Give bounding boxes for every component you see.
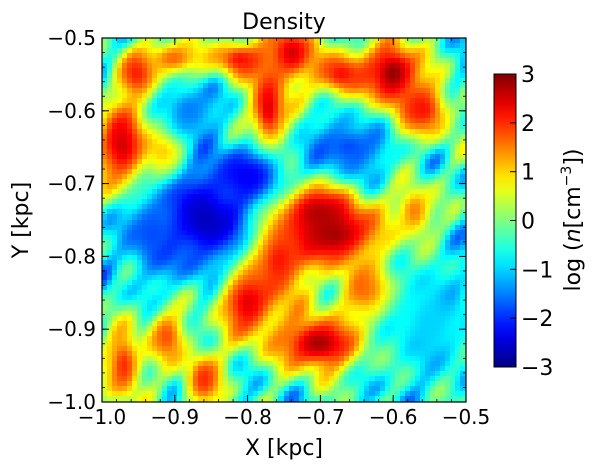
x-tick-label: −0.5 bbox=[442, 405, 491, 429]
x-tick-label: −0.6 bbox=[369, 405, 418, 429]
y-tick-label: −0.6 bbox=[47, 99, 96, 123]
y-tick-label: −1.0 bbox=[47, 390, 96, 414]
colorbar-tick-label: −3 bbox=[521, 356, 553, 381]
heatmap-image-container bbox=[102, 38, 466, 402]
chart-title: Density bbox=[242, 10, 326, 35]
colorbar-gradient bbox=[494, 74, 516, 367]
colorbar-label-close: ]) bbox=[561, 149, 586, 166]
colorbar-tick-label: 0 bbox=[521, 210, 535, 235]
y-axis-label: Y [kpc] bbox=[9, 182, 34, 259]
colorbar-tick-label: −1 bbox=[521, 258, 553, 283]
y-tick-label: −0.7 bbox=[47, 172, 96, 196]
x-axis-ticks: −1.0 −0.9 −0.8 −0.7 −0.6 −0.5 bbox=[78, 38, 491, 429]
colorbar-tick-label: −2 bbox=[521, 307, 553, 332]
x-tick-label: −0.8 bbox=[223, 405, 272, 429]
y-axis-ticks: −1.0 −0.9 −0.8 −0.7 −0.6 −0.5 bbox=[47, 26, 466, 414]
x-tick-label: −0.7 bbox=[296, 405, 345, 429]
x-tick-label: −0.9 bbox=[151, 405, 200, 429]
plot-area: −1.0 −0.9 −0.8 −0.7 −0.6 −0.5 −1.0 −0.9 −0.8 −0.… bbox=[47, 26, 490, 429]
x-axis-label: X [kpc] bbox=[245, 436, 323, 461]
y-tick-label: −0.9 bbox=[47, 317, 96, 341]
x-tick-label: −1.0 bbox=[78, 405, 127, 429]
colorbar-tick-label: 3 bbox=[521, 63, 535, 88]
plot-frame bbox=[101, 37, 467, 403]
colorbar-tick-label: 2 bbox=[521, 112, 535, 137]
colorbar-tick-label: 1 bbox=[521, 161, 535, 186]
colorbar-gradient-container bbox=[494, 74, 516, 367]
colorbar-ticks: −3 −2 −1 0 1 2 3 bbox=[510, 63, 553, 381]
colorbar-label-main: log ( bbox=[561, 242, 586, 291]
density-heatmap bbox=[102, 38, 466, 402]
colorbar-label: log (n[cm−3]) bbox=[559, 149, 586, 292]
y-tick-label: −0.5 bbox=[47, 26, 96, 50]
colorbar-label-variable: n bbox=[561, 228, 586, 242]
colorbar-label-unit: [cm bbox=[561, 186, 586, 228]
y-tick-label: −0.8 bbox=[47, 244, 96, 268]
colorbar-label-exponent: −3 bbox=[559, 166, 575, 187]
